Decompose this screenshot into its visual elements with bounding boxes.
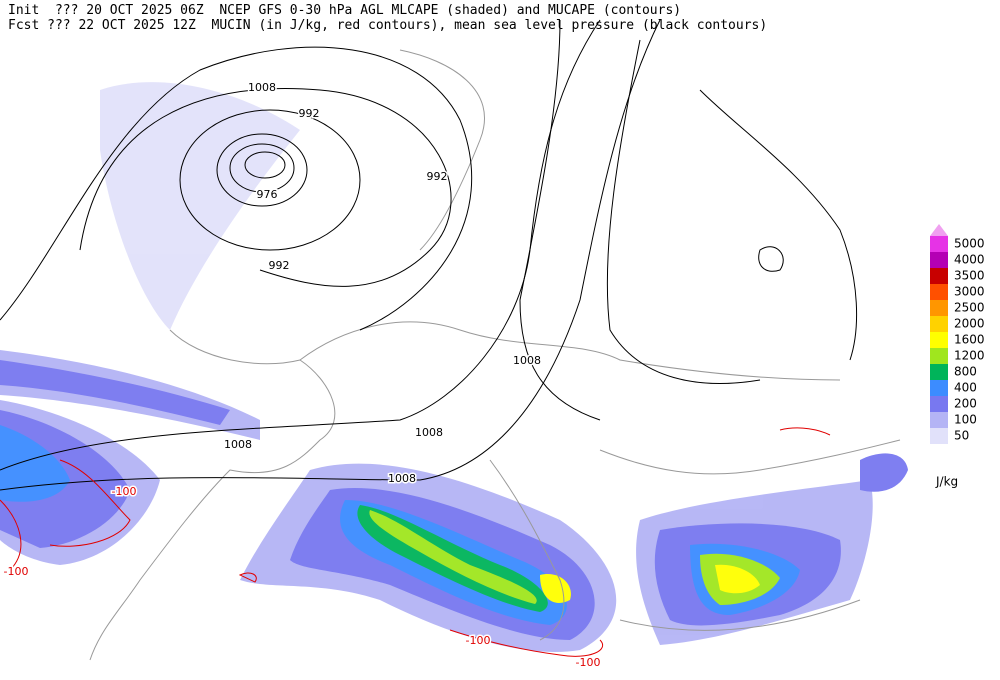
legend-label: 100 — [954, 413, 977, 427]
border — [299, 321, 841, 381]
pressure-label: 992 — [269, 259, 290, 272]
header-line: Fcst ??? 22 OCT 2025 12Z MUCIN (in J/kg,… — [8, 18, 767, 33]
coast — [619, 599, 861, 631]
legend-swatch — [930, 300, 948, 316]
shade — [715, 564, 760, 594]
legend-label: 800 — [954, 365, 977, 379]
legend-arrow — [930, 224, 948, 236]
legend-swatch — [930, 332, 948, 348]
legend-swatch — [930, 396, 948, 412]
legend-swatch — [930, 268, 948, 284]
pressure-contours — [0, 19, 858, 491]
pressure-label: 1008 — [224, 438, 252, 451]
contour — [79, 88, 452, 287]
pressure-label: 1008 — [248, 81, 276, 94]
legend-label: 2000 — [954, 317, 985, 331]
contour — [449, 629, 603, 657]
contour — [0, 499, 22, 571]
contour — [606, 39, 761, 384]
shade — [100, 82, 300, 330]
legend-units: J/kg — [935, 475, 958, 489]
pressure-label: 976 — [257, 188, 278, 201]
legend-label: 400 — [954, 381, 977, 395]
contour — [216, 133, 308, 207]
legend-swatch — [930, 364, 948, 380]
legend-label: 1600 — [954, 333, 985, 347]
coast — [489, 459, 565, 641]
contour — [0, 46, 473, 331]
cin-label: -100 — [576, 656, 601, 669]
cin-label: -100 — [466, 634, 491, 647]
coast — [89, 329, 336, 661]
header-line: Init ??? 20 OCT 2025 06Z NCEP GFS 0-30 h… — [8, 3, 681, 18]
legend-swatch — [930, 252, 948, 268]
shade — [369, 510, 537, 604]
legend-label: 50 — [954, 429, 969, 443]
legend-label: 2500 — [954, 301, 985, 315]
shade — [0, 360, 230, 425]
legend-label: 4000 — [954, 253, 985, 267]
legend-swatch — [930, 316, 948, 332]
pressure-label: 992 — [299, 107, 320, 120]
legend-swatch — [930, 348, 948, 364]
legend-label: 3000 — [954, 285, 985, 299]
contour — [238, 572, 257, 583]
legend-label: 3500 — [954, 269, 985, 283]
legend-label: 200 — [954, 397, 977, 411]
contour — [179, 109, 361, 251]
contour — [758, 246, 784, 272]
contour — [0, 19, 661, 491]
contour — [519, 19, 601, 421]
contour — [699, 89, 858, 361]
coast — [399, 49, 486, 251]
pressure-label: 1008 — [415, 426, 443, 439]
contour — [244, 151, 286, 179]
contour — [229, 143, 295, 193]
color-legend: 5000 4000 3500 3000 2500 2000 1600 1200 800 400 20… — [930, 224, 985, 444]
legend-label: 5000 — [954, 237, 985, 251]
cin-contours — [0, 427, 831, 657]
cin-label: -100 — [112, 485, 137, 498]
border — [599, 439, 901, 475]
legend-label: 1200 — [954, 349, 985, 363]
pressure-label: 1008 — [388, 472, 416, 485]
borders — [89, 49, 901, 661]
shade — [0, 425, 70, 502]
legend-swatch — [930, 284, 948, 300]
shade — [860, 453, 908, 492]
legend-swatch — [930, 380, 948, 396]
legend-swatch — [930, 236, 948, 252]
pressure-label: 992 — [427, 170, 448, 183]
cape-shading — [0, 82, 908, 652]
pressure-label: 1008 — [513, 354, 541, 367]
legend-swatch — [930, 428, 948, 444]
legend-swatch — [930, 412, 948, 428]
cin-label: -100 — [4, 565, 29, 578]
contour — [49, 459, 131, 547]
contour — [779, 427, 831, 436]
